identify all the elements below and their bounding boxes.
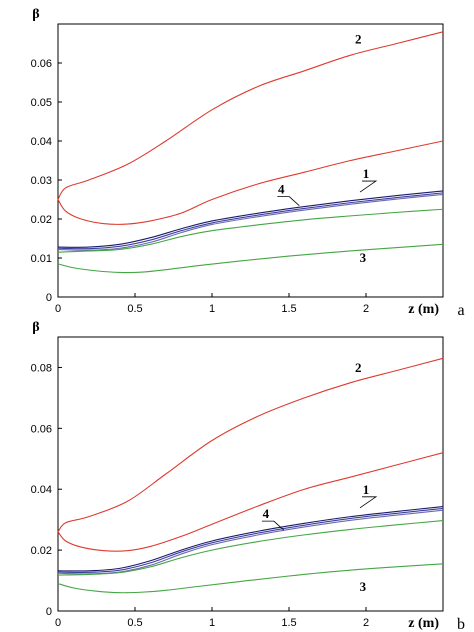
curve-label-1: 1 <box>363 482 370 497</box>
x-tick-label: 1.5 <box>281 303 296 315</box>
panel-label: b <box>457 616 465 632</box>
series-line-1 <box>57 452 444 552</box>
x-tick-label: 0 <box>55 303 61 315</box>
series-line-6 <box>57 563 444 594</box>
curve-label-3: 3 <box>360 250 367 265</box>
y-tick-label: 0.04 <box>31 484 52 496</box>
y-tick-label: 0.02 <box>31 214 52 226</box>
y-tick-label: 0.06 <box>31 58 52 70</box>
x-tick-label: 0.5 <box>127 303 142 315</box>
series-line-4 <box>57 193 444 251</box>
x-axis-label: z (m) <box>408 302 439 317</box>
x-tick-label: 2 <box>363 617 369 629</box>
series-line-0 <box>57 31 444 200</box>
chart-panel-a: 0 0.01 0.02 0.03 0.04 0.05 0.06 0 0.5 1 1.5 2 β z (m)… <box>31 7 465 319</box>
y-tick-label: 0.06 <box>31 423 52 435</box>
x-axis-label: z (m) <box>408 616 439 631</box>
curve-label-4: 4 <box>278 182 285 197</box>
series-line-3 <box>57 192 444 250</box>
y-tick-label: 0 <box>46 606 52 618</box>
y-tick-label: 0.04 <box>31 136 52 148</box>
series-line-2 <box>57 190 444 248</box>
curve-label-3: 3 <box>360 579 367 594</box>
curve-label-2: 2 <box>355 32 362 47</box>
series-line-0 <box>57 357 444 533</box>
curve-leader-4 <box>277 196 300 206</box>
curve-label-2: 2 <box>355 360 362 375</box>
y-axis-label: β <box>32 7 39 22</box>
x-tick-label: 0.5 <box>127 617 142 629</box>
curve-label-4: 4 <box>263 506 270 521</box>
y-tick-label: 0.01 <box>31 253 52 265</box>
y-tick-label: 0.05 <box>31 97 52 109</box>
x-tick-label: 1 <box>209 617 215 629</box>
y-tick-label: 0.03 <box>31 175 52 187</box>
x-tick-label: 2 <box>363 303 369 315</box>
panel-label: a <box>457 302 464 319</box>
series-line-2 <box>57 506 444 572</box>
curve-leader-4 <box>261 520 285 531</box>
y-axis-label: β <box>32 320 39 335</box>
x-tick-label: 1.5 <box>281 617 296 629</box>
series-line-4 <box>57 509 444 575</box>
series-line-1 <box>57 140 444 225</box>
series-line-3 <box>57 507 444 573</box>
x-tick-label: 0 <box>55 617 61 629</box>
curve-leader-1 <box>359 180 378 193</box>
x-tick-label: 1 <box>209 303 215 315</box>
series-line-5 <box>57 208 444 253</box>
curve-label-1: 1 <box>363 166 370 181</box>
series-line-6 <box>57 243 444 274</box>
curve-leader-1 <box>359 496 378 509</box>
y-tick-label: 0.08 <box>31 362 52 374</box>
y-tick-label: 0 <box>46 292 52 304</box>
plot-frame <box>57 23 444 298</box>
y-tick-label: 0.02 <box>31 545 52 557</box>
plot-frame <box>57 336 444 612</box>
chart-panel-b: 0 0.02 0.04 0.06 0.08 0 0.5 1 1.5 2 β z (m) b 2 1 4 3 <box>31 320 465 632</box>
series-line-5 <box>57 520 444 576</box>
